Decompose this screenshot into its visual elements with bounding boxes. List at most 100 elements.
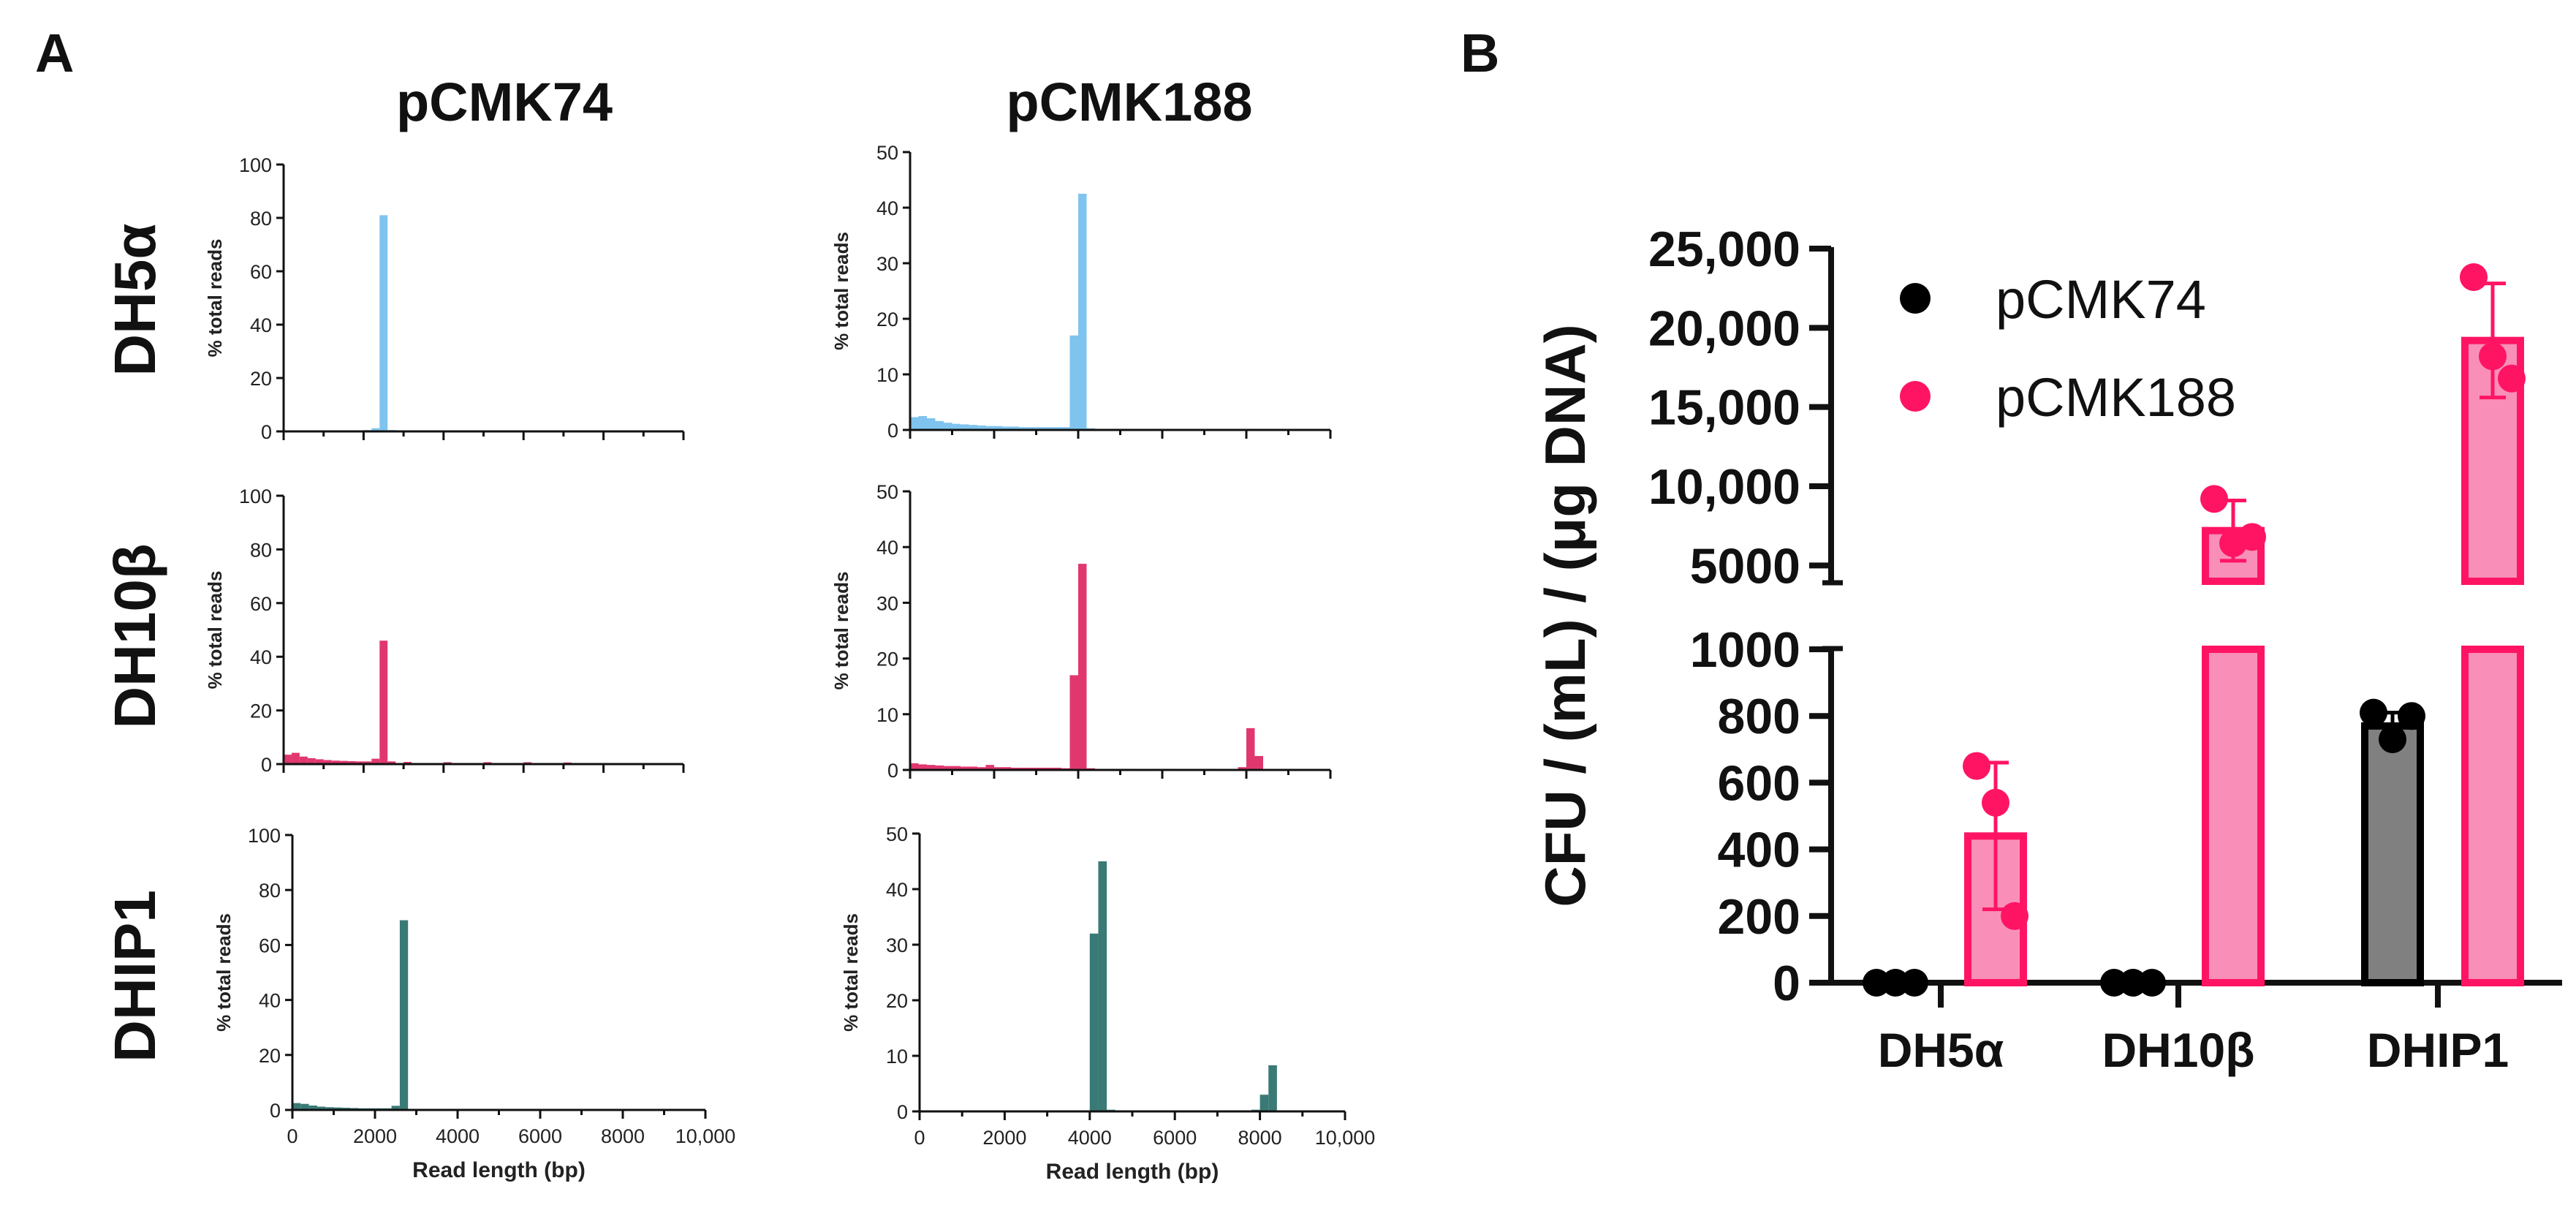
row-label-dh10b: DH10β bbox=[102, 543, 167, 728]
histogram-bar bbox=[387, 761, 396, 764]
histogram-bar bbox=[1069, 675, 1078, 770]
histogram-dh5a-pcmk74: 0 20 40 60 80 100 % total reads bbox=[204, 154, 685, 443]
data-point bbox=[2398, 702, 2425, 730]
x-tick-label: 6000 bbox=[1153, 1127, 1197, 1149]
data-point bbox=[2360, 698, 2387, 727]
data-point bbox=[1982, 788, 2009, 817]
x-tick-label: 10,000 bbox=[675, 1125, 736, 1147]
y-tick-label: 40 bbox=[250, 314, 272, 336]
histogram-bar bbox=[977, 767, 986, 770]
histogram-bar bbox=[371, 758, 380, 764]
series-pcmk188 bbox=[1963, 263, 2526, 986]
histogram-bar bbox=[347, 760, 356, 764]
histogram-bar bbox=[371, 428, 380, 431]
histogram-bar bbox=[1268, 1065, 1277, 1111]
histogram-bar bbox=[985, 426, 994, 430]
bar bbox=[2202, 646, 2265, 986]
y-axis-label: % total reads bbox=[204, 239, 226, 358]
y-axis-label: % total reads bbox=[840, 913, 862, 1032]
y-tick-label: 400 bbox=[1718, 823, 1800, 878]
y-tick-label: 10 bbox=[886, 1046, 908, 1068]
histogram-bar bbox=[341, 1107, 351, 1110]
legend-marker bbox=[1900, 381, 1931, 412]
histogram-bar bbox=[333, 1107, 342, 1110]
histogram-bar bbox=[944, 766, 952, 770]
x-tick-label: 4000 bbox=[436, 1125, 480, 1147]
legend-label: pCMK74 bbox=[1996, 269, 2206, 330]
y-tick-label: 10 bbox=[876, 364, 898, 386]
histogram-bar bbox=[994, 426, 1003, 430]
histogram-bar bbox=[323, 760, 332, 764]
histogram-dh10b-pcmk74: 0 20 40 60 80 100 % total reads bbox=[204, 486, 685, 776]
histogram-bar bbox=[910, 417, 919, 430]
x-category-label: DHIP1 bbox=[2367, 1023, 2509, 1077]
data-point bbox=[2200, 485, 2228, 513]
histogram-bar bbox=[1069, 335, 1078, 430]
histogram-dhip1-pcmk74: 0 20 40 60 80 100 0 2000 4000 6000 8000 10,000 % tot… bbox=[213, 825, 735, 1182]
y-tick-label: 1000 bbox=[1690, 622, 1800, 678]
y-tick-label: 10 bbox=[876, 704, 898, 726]
histogram-bar bbox=[910, 763, 919, 770]
histogram-bar bbox=[1053, 427, 1061, 430]
y-axis-label: % total reads bbox=[204, 571, 226, 690]
y-tick-label: 30 bbox=[876, 253, 898, 275]
data-point bbox=[2138, 969, 2166, 997]
histogram-bar bbox=[969, 766, 977, 770]
column-title-pcmk74: pCMK74 bbox=[396, 72, 613, 132]
cfu-bar-chart: 0 200 400 600 800 1000 5000 10,000 15,000 20,000 2… bbox=[1533, 222, 2562, 1077]
y-tick-label: 0 bbox=[887, 760, 898, 782]
histogram-bar bbox=[1045, 767, 1053, 770]
histogram-bar bbox=[363, 761, 372, 764]
histogram-bar bbox=[944, 423, 952, 430]
y-tick-label: 80 bbox=[250, 208, 272, 230]
series-pcmk74 bbox=[1863, 698, 2425, 997]
data-point bbox=[2379, 725, 2406, 754]
histogram-dh5a-pcmk188: 0 10 20 30 40 50 % total reads bbox=[830, 142, 1332, 442]
legend-label: pCMK188 bbox=[1996, 367, 2236, 428]
histogram-bar bbox=[1078, 564, 1087, 770]
y-tick-label: 100 bbox=[239, 154, 272, 176]
x-axis-label: Read length (bp) bbox=[412, 1158, 586, 1182]
y-tick-label: 0 bbox=[1773, 956, 1800, 1011]
histogram-bar bbox=[355, 761, 364, 764]
y-tick-label: 50 bbox=[886, 823, 908, 845]
histogram-bar bbox=[1028, 767, 1037, 770]
histogram-bar bbox=[315, 759, 324, 764]
y-tick-label: 15,000 bbox=[1648, 380, 1800, 436]
histogram-bar bbox=[292, 1103, 301, 1110]
y-tick-label: 30 bbox=[886, 934, 908, 956]
histogram-bar bbox=[1053, 767, 1061, 770]
y-tick-label: 20 bbox=[250, 700, 272, 722]
histogram-bar bbox=[1238, 767, 1246, 770]
histogram-bar bbox=[985, 765, 994, 770]
x-tick-label: 0 bbox=[287, 1125, 298, 1147]
y-tick-label: 40 bbox=[259, 990, 281, 1012]
y-tick-label: 100 bbox=[239, 486, 272, 507]
y-tick-label: 20,000 bbox=[1648, 301, 1800, 356]
x-tick-label: 6000 bbox=[518, 1125, 562, 1147]
y-tick-label: 600 bbox=[1718, 755, 1800, 811]
x-category-label: DH5α bbox=[1878, 1023, 2004, 1077]
histogram-bar bbox=[1002, 426, 1011, 430]
data-point bbox=[1863, 969, 1890, 997]
y-tick-label: 20 bbox=[876, 649, 898, 670]
data-point bbox=[2100, 969, 2128, 997]
histogram-bar bbox=[300, 1103, 309, 1110]
histogram-bar bbox=[379, 641, 388, 764]
data-point bbox=[1901, 969, 1928, 997]
y-tick-label: 40 bbox=[886, 879, 908, 901]
y-tick-label: 5000 bbox=[1690, 538, 1800, 594]
histogram-bar bbox=[391, 1106, 400, 1110]
histogram-bar bbox=[1098, 861, 1107, 1111]
y-tick-label: 10,000 bbox=[1648, 459, 1800, 515]
panel-a-letter: A bbox=[35, 23, 74, 83]
histogram-bar bbox=[961, 766, 969, 770]
y-axis-label: % total reads bbox=[830, 232, 852, 350]
histogram-bar bbox=[994, 767, 1003, 770]
data-point bbox=[2460, 263, 2488, 291]
y-tick-label: 50 bbox=[876, 481, 898, 503]
y-tick-label: 80 bbox=[250, 539, 272, 561]
histogram-bar bbox=[1246, 728, 1255, 770]
histogram-bar bbox=[1028, 427, 1037, 430]
